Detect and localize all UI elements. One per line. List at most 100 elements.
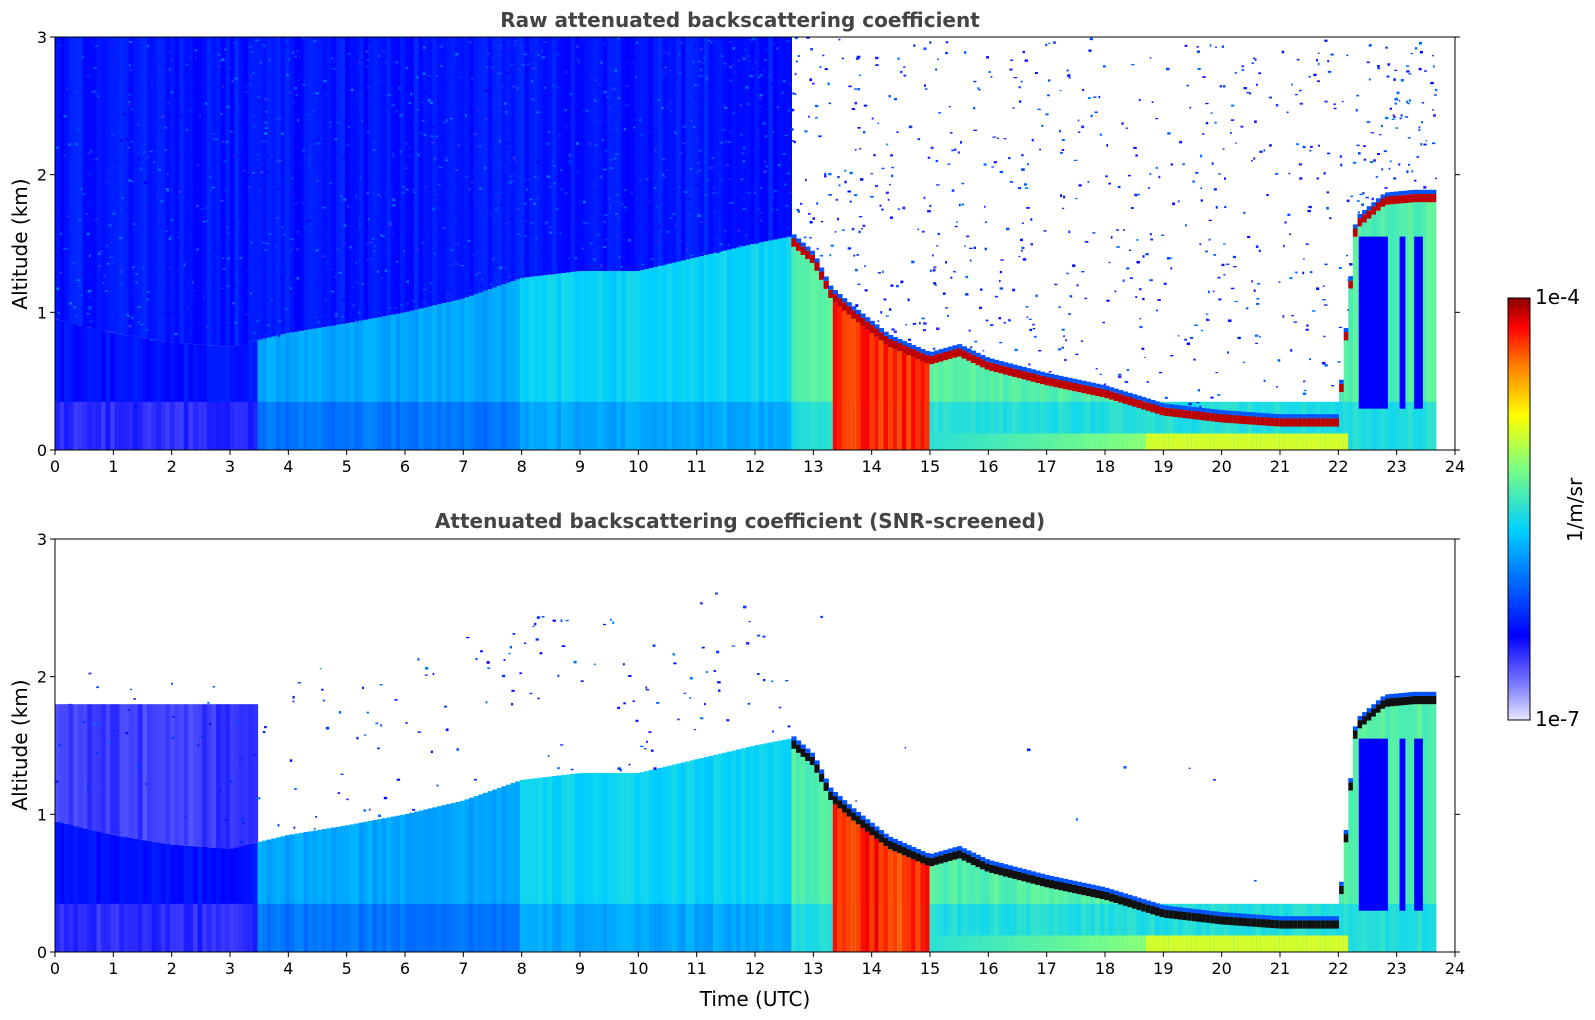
heatmap-cell [1369,161,1373,164]
heatmap-cell [576,142,579,145]
heatmap-cell [1173,903,1179,952]
heatmap-cell [289,903,295,952]
heatmap-cell [280,132,284,135]
heatmap-cell [793,141,796,144]
heatmap-cell [430,117,434,119]
heatmap-cell [124,401,130,450]
heatmap-cell [877,272,882,274]
heatmap-cell [713,401,719,450]
heatmap-cell [1044,377,1050,386]
heatmap-cell [1196,401,1202,450]
heatmap-cell [1357,401,1363,450]
heatmap-cell [346,205,349,208]
heatmap-cell [225,704,231,849]
heatmap-cell [492,37,498,288]
heatmap-cell [151,81,153,83]
heatmap-cell [661,173,665,177]
heatmap-cell [819,903,825,952]
heatmap-cell [715,592,719,595]
heatmap-cell [223,183,226,187]
heatmap-cell [609,158,613,161]
heatmap-cell [519,672,522,675]
heatmap-cell [547,401,553,450]
heatmap-cell [525,143,529,145]
heatmap-cell [534,176,537,178]
heatmap-cell [1003,138,1007,140]
heatmap-cell [653,401,659,450]
heatmap-cell [86,312,90,315]
heatmap-cell [989,362,995,372]
heatmap-cell [890,284,894,287]
heatmap-cell [690,119,693,122]
heatmap-cell [145,329,149,331]
heatmap-cell [717,39,720,42]
heatmap-cell [724,107,728,109]
heatmap-cell [574,227,577,230]
heatmap-cell [466,636,470,639]
heatmap-cell [1302,392,1307,395]
heatmap-cell [278,159,282,162]
heatmap-cell [740,401,746,450]
heatmap-cell [1289,233,1291,236]
x-tick-label: 21 [1270,457,1290,476]
heatmap-cell [991,166,995,168]
heatmap-cell [1141,903,1147,912]
heatmap-cell [128,401,134,450]
heatmap-cell [569,250,572,253]
heatmap-cell [1357,211,1360,214]
heatmap-cell [992,136,997,138]
heatmap-cell [1030,243,1034,246]
heatmap-cell [1026,206,1030,209]
heatmap-cell [787,109,791,112]
heatmap-cell [1016,401,1023,450]
heatmap-cell [452,266,454,270]
heatmap-cell [113,263,118,266]
heatmap-cell [746,641,750,645]
heatmap-cell [1076,284,1079,287]
heatmap-cell [220,903,226,952]
heatmap-cell [759,242,765,450]
heatmap-cell [924,351,931,356]
heatmap-cell [275,217,280,219]
heatmap-cell [1408,194,1414,203]
heatmap-cell [902,206,906,210]
x-tick-label: 20 [1211,959,1231,978]
heatmap-cell [842,800,848,805]
heatmap-cell [221,243,224,247]
heatmap-cell [560,188,563,190]
heatmap-cell [1012,903,1018,952]
heatmap-cell [137,37,144,338]
heatmap-cell [78,325,84,450]
heatmap-cell [439,188,442,191]
x-tick-label: 5 [342,457,352,476]
heatmap-cell [220,199,224,202]
heatmap-cell [705,671,708,674]
heatmap-cell [547,37,553,275]
heatmap-cell [119,836,125,952]
heatmap-cell [837,306,843,450]
heatmap-cell [800,744,806,749]
heatmap-cell [103,275,106,277]
heatmap-cell [966,935,972,952]
heatmap-cell [759,186,763,189]
heatmap-cell [1247,918,1253,927]
heatmap-cell [1154,433,1161,450]
heatmap-cell [120,135,123,138]
heatmap-cell [432,298,435,301]
heatmap-cell [1049,373,1055,379]
heatmap-cell [119,334,125,450]
heatmap-cell [91,704,98,831]
heatmap-cell [513,44,517,46]
heatmap-cell [538,401,544,450]
heatmap-cell [602,214,605,218]
heatmap-cell [374,216,378,219]
heatmap-cell [506,903,512,952]
heatmap-cell [409,147,412,149]
heatmap-cell [1150,238,1154,241]
heatmap-cell [883,335,889,345]
heatmap-cell [782,37,788,238]
heatmap-cell [794,93,797,96]
heatmap-cell [673,228,677,231]
heatmap-cell [218,843,221,845]
heatmap-cell [863,104,868,107]
